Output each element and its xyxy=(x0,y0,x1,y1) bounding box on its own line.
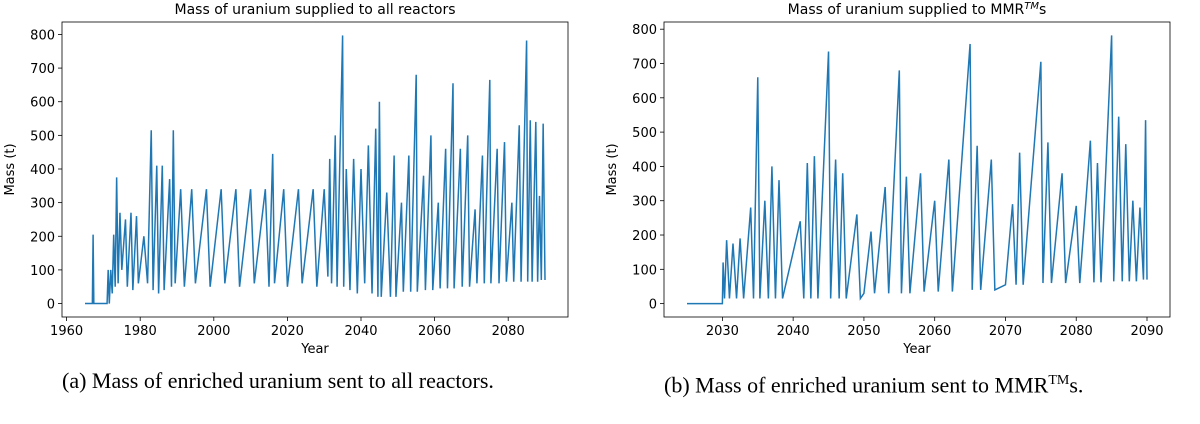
y-tick-label: 0 xyxy=(47,298,55,313)
x-tick-label: 2090 xyxy=(1130,324,1163,339)
plot-area xyxy=(687,35,1148,305)
x-tick-label: 1980 xyxy=(124,324,157,339)
y-tick-label: 100 xyxy=(30,264,55,279)
caption-end: s. xyxy=(1069,372,1084,398)
x-tick-label: 2070 xyxy=(989,324,1022,339)
y-tick-label: 600 xyxy=(30,96,55,111)
y-tick-label: 300 xyxy=(30,197,55,212)
y-tick-label: 700 xyxy=(632,58,657,73)
y-tick-label: 800 xyxy=(632,23,657,38)
x-tick-label: 2050 xyxy=(847,324,880,339)
x-tick-label: 2020 xyxy=(271,324,304,339)
plot-frame xyxy=(61,21,569,318)
y-tick-label: 600 xyxy=(632,92,657,107)
y-tick-label: 100 xyxy=(632,263,657,278)
data-line xyxy=(85,35,546,305)
title-superscript: TM xyxy=(1024,1,1039,12)
caption: (a) Mass of enriched uranium sent to all… xyxy=(62,366,502,395)
y-tick-label: 200 xyxy=(30,230,55,245)
caption-text: (b) Mass of enriched uranium sent to MMR xyxy=(664,372,1049,398)
y-tick-label: 800 xyxy=(30,28,55,43)
y-axis-label: Mass (t) xyxy=(605,143,620,195)
y-axis-label: Mass (t) xyxy=(3,143,18,195)
y-tick-label: 200 xyxy=(632,229,657,244)
y-tick-label: 500 xyxy=(30,129,55,144)
x-tick-label: 2040 xyxy=(777,324,810,339)
caption-superscript: TM xyxy=(1048,373,1070,388)
chart-title: Mass of uranium supplied to all reactors xyxy=(175,2,456,18)
y-tick-label: 0 xyxy=(649,298,657,313)
chart-title: Mass of uranium supplied to MMRTMs xyxy=(788,1,1047,18)
x-tick-label: 2040 xyxy=(344,324,377,339)
data-line xyxy=(687,35,1148,305)
caption-text: (a) Mass of enriched uranium sent to all… xyxy=(62,368,494,393)
y-tick-label: 500 xyxy=(632,126,657,141)
y-tick-label: 700 xyxy=(30,62,55,77)
x-tick-label: 2080 xyxy=(492,324,525,339)
y-tick-label: 400 xyxy=(30,163,55,178)
x-tick-label: 2030 xyxy=(706,324,739,339)
title-text: Mass of uranium supplied to MMR xyxy=(788,2,1025,18)
y-tick-label: 400 xyxy=(632,160,657,175)
figure: Mass of uranium supplied to all reactors… xyxy=(3,1,1171,357)
caption: (b) Mass of enriched uranium sent to MMR… xyxy=(664,366,1104,399)
x-axis-label: Year xyxy=(300,342,329,357)
plot-frame xyxy=(663,21,1171,318)
y-tick-label: 300 xyxy=(632,195,657,210)
x-tick-label: 2000 xyxy=(197,324,230,339)
plot-area xyxy=(85,35,546,305)
x-tick-label: 2080 xyxy=(1060,324,1093,339)
x-axis-label: Year xyxy=(902,342,931,357)
title-end: s xyxy=(1039,2,1046,18)
x-tick-label: 2060 xyxy=(918,324,951,339)
x-tick-label: 1960 xyxy=(50,324,83,339)
x-tick-label: 2060 xyxy=(418,324,451,339)
title-text: Mass of uranium supplied to all reactors xyxy=(175,2,456,18)
